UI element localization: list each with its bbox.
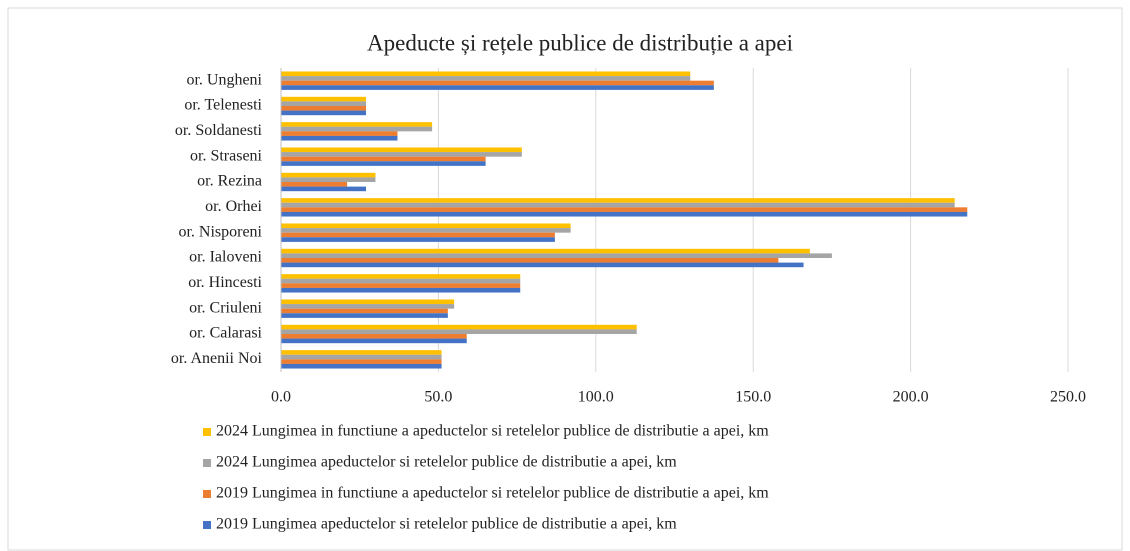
bar (281, 334, 467, 339)
legend-label: 2024 Lungimea apeductelor si retelelor p… (216, 454, 677, 471)
bar (281, 76, 691, 81)
bar (281, 299, 455, 305)
bar (281, 198, 955, 203)
bar (281, 131, 398, 136)
y-tick-label: or. Soldanesti (175, 122, 263, 139)
bar (281, 177, 376, 182)
y-tick-label: or. Hincesti (188, 274, 262, 291)
bar (281, 211, 968, 217)
y-tick-label: or. Rezina (197, 173, 262, 190)
bar (281, 122, 433, 127)
bar (281, 85, 714, 90)
y-tick-label: or. Ungheni (186, 71, 262, 88)
bar (281, 308, 448, 314)
bar (281, 202, 955, 208)
y-tick-label: or. Orhei (205, 198, 262, 215)
x-tick-label: 100.0 (578, 389, 614, 406)
bar (281, 304, 455, 309)
bar (281, 283, 521, 288)
y-tick-label: or. Criuleni (189, 299, 262, 316)
bar (281, 126, 433, 132)
bar (281, 207, 968, 212)
legend-label: 2019 Lungimea in functiune a apeductelor… (216, 485, 769, 502)
bar (281, 172, 376, 178)
bar (281, 156, 486, 162)
bar (281, 186, 366, 192)
bar (281, 232, 555, 238)
legend-marker (203, 459, 211, 467)
bar (281, 313, 448, 318)
y-tick-label: or. Ialoveni (189, 249, 262, 266)
legend-marker (203, 521, 211, 529)
y-tick-label: or. Calarasi (189, 325, 262, 342)
bar (281, 253, 832, 258)
x-tick-label: 150.0 (735, 389, 771, 406)
bar (281, 248, 810, 254)
chart-title: Apeducte și rețele publice de distribuți… (367, 30, 793, 55)
bar (281, 274, 521, 279)
bar (281, 71, 691, 77)
bar (281, 237, 555, 242)
bar (281, 101, 366, 106)
bar (281, 324, 637, 330)
bar (281, 80, 714, 86)
y-tick-label: or. Straseni (190, 147, 263, 164)
bar (281, 329, 637, 334)
bar (281, 338, 467, 344)
bar (281, 258, 779, 263)
bar (281, 110, 366, 116)
y-tick-label: or. Nisporeni (178, 223, 262, 240)
bar (281, 228, 571, 233)
chart-border (7, 7, 1123, 551)
bar (281, 147, 522, 153)
bar (281, 161, 486, 166)
legend-label: 2024 Lungimea in functiune a apeductelor… (216, 423, 769, 440)
bar (281, 278, 521, 284)
bar (281, 363, 442, 369)
x-tick-label: 250.0 (1050, 389, 1086, 406)
legend-marker (203, 428, 211, 436)
bar (281, 223, 571, 229)
x-tick-label: 0.0 (271, 389, 291, 406)
bar (281, 350, 442, 355)
bar (281, 135, 398, 141)
bar (281, 152, 522, 157)
y-tick-label: or. Telenesti (184, 97, 262, 114)
bar (281, 354, 442, 360)
x-tick-label: 200.0 (893, 389, 929, 406)
bar (281, 287, 521, 293)
y-tick-label: or. Anenii Noi (171, 350, 263, 367)
bar (281, 262, 804, 268)
legend-marker (203, 490, 211, 498)
bar (281, 96, 366, 102)
legend-label: 2019 Lungimea apeductelor si retelelor p… (216, 516, 677, 533)
x-tick-label: 50.0 (424, 389, 452, 406)
bar (281, 182, 348, 187)
bar (281, 106, 366, 111)
bar (281, 359, 442, 364)
